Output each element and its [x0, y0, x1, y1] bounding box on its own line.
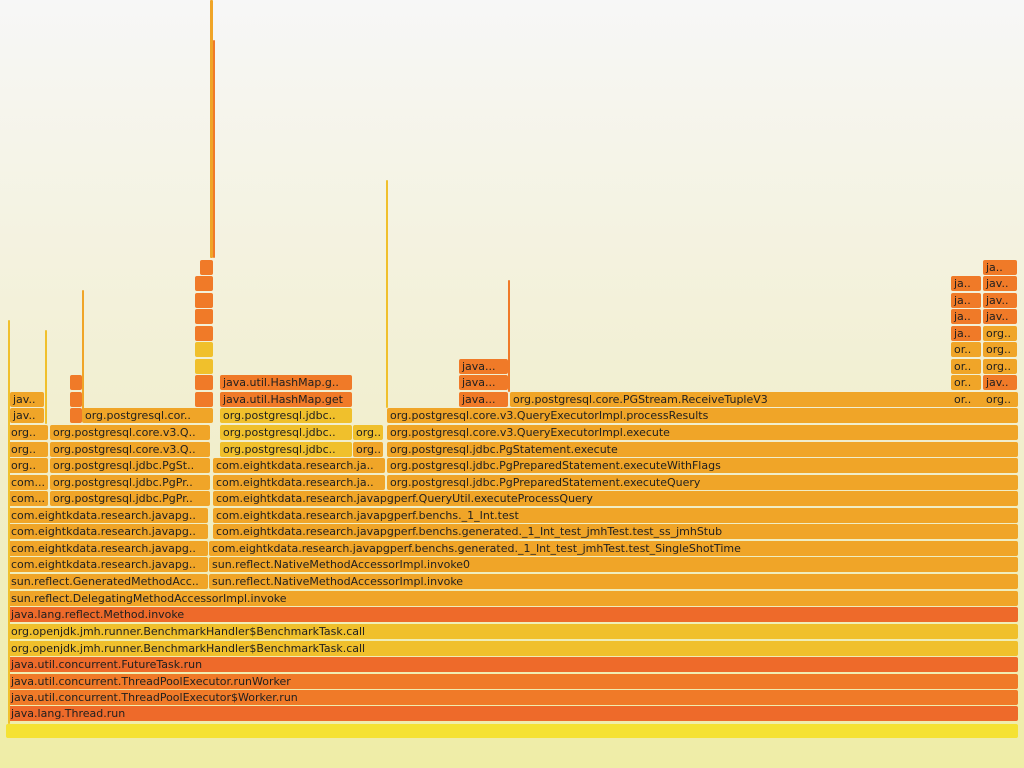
stack-frame[interactable]: com... — [8, 475, 48, 490]
stack-frame[interactable] — [195, 293, 213, 308]
stack-frame[interactable] — [195, 359, 213, 374]
stack-frame[interactable]: com.eightkdata.research.javapg.. — [8, 508, 208, 523]
stack-frame[interactable]: org.. — [8, 458, 48, 473]
stack-frame[interactable] — [195, 276, 213, 291]
stack-frame[interactable]: java.util.concurrent.ThreadPoolExecutor$… — [8, 690, 1018, 705]
stack-frame[interactable]: org.postgresql.jdbc.. — [220, 442, 352, 457]
stack-frame[interactable]: org.postgresql.jdbc.PgStatement.execute — [387, 442, 1018, 457]
stack-frame[interactable]: com... — [8, 491, 48, 506]
narrow-stack-frame[interactable] — [508, 280, 510, 392]
stack-frame[interactable]: com.eightkdata.research.javapgperf.bench… — [213, 508, 1018, 523]
stack-frame[interactable] — [195, 408, 213, 423]
stack-frame[interactable]: org.postgresql.jdbc.PgPreparedStatement.… — [387, 475, 1018, 490]
stack-frame[interactable] — [195, 392, 213, 407]
stack-frame[interactable] — [70, 392, 82, 407]
stack-frame[interactable] — [195, 375, 213, 390]
stack-frame[interactable]: org.postgresql.core.v3.Q.. — [50, 425, 210, 440]
narrow-stack-frame[interactable] — [386, 180, 388, 408]
stack-frame[interactable]: jav.. — [983, 276, 1017, 291]
stack-frame[interactable]: org.postgresql.core.v3.Q.. — [50, 442, 210, 457]
stack-frame[interactable]: or.. — [951, 392, 981, 407]
narrow-stack-frame[interactable] — [82, 290, 84, 410]
stack-frame[interactable] — [195, 326, 213, 341]
stack-frame[interactable]: org.. — [8, 425, 48, 440]
stack-frame[interactable]: org.. — [8, 442, 48, 457]
stack-frame[interactable]: or.. — [951, 359, 981, 374]
stack-frame[interactable]: org.postgresql.core.PGStream.ReceiveTupl… — [510, 392, 1018, 407]
stack-frame[interactable]: com.eightkdata.research.javapgperf.bench… — [213, 524, 1018, 539]
stack-frame[interactable]: ja.. — [951, 276, 981, 291]
stack-frame[interactable]: ja.. — [951, 293, 981, 308]
stack-frame[interactable]: jav.. — [10, 408, 44, 423]
stack-frame[interactable]: ja.. — [951, 326, 981, 341]
stack-frame[interactable]: org.. — [353, 442, 383, 457]
narrow-stack-frame[interactable] — [45, 330, 47, 424]
stack-frame[interactable] — [200, 260, 213, 275]
stack-frame[interactable]: com.eightkdata.research.ja.. — [213, 475, 385, 490]
stack-frame[interactable]: ja.. — [983, 260, 1017, 275]
stack-frame[interactable]: jav.. — [10, 392, 44, 407]
stack-frame[interactable]: or.. — [951, 375, 981, 390]
stack-frame[interactable]: org.postgresql.jdbc.. — [220, 425, 352, 440]
stack-frame[interactable] — [195, 342, 213, 357]
stack-frame[interactable]: or.. — [951, 342, 981, 357]
stack-frame[interactable] — [70, 375, 82, 390]
stack-frame[interactable]: org.. — [983, 359, 1017, 374]
stack-frame[interactable]: org.postgresql.jdbc.PgPr.. — [50, 491, 210, 506]
stack-frame[interactable]: com.eightkdata.research.javapgperf.Query… — [213, 491, 1018, 506]
stack-frame[interactable]: jav.. — [983, 309, 1017, 324]
stack-frame[interactable]: com.eightkdata.research.javapg.. — [8, 541, 208, 556]
root-frame[interactable] — [6, 724, 1018, 738]
stack-frame[interactable]: java... — [459, 392, 508, 407]
stack-frame[interactable]: org.. — [353, 425, 383, 440]
stack-frame[interactable]: org.postgresql.jdbc.PgPreparedStatement.… — [387, 458, 1018, 473]
stack-frame[interactable]: org.postgresql.core.v3.QueryExecutorImpl… — [387, 425, 1018, 440]
stack-frame[interactable]: sun.reflect.NativeMethodAccessorImpl.inv… — [209, 557, 1018, 572]
stack-frame[interactable]: org.postgresql.core.v3.QueryExecutorImpl… — [387, 408, 1018, 423]
stack-frame[interactable]: java.lang.Thread.run — [8, 706, 1018, 721]
narrow-stack-frame[interactable] — [210, 0, 213, 258]
narrow-stack-frame[interactable] — [8, 320, 10, 724]
narrow-stack-frame[interactable] — [213, 40, 215, 258]
stack-frame[interactable]: jav.. — [983, 375, 1017, 390]
stack-frame[interactable]: java... — [459, 359, 508, 374]
stack-frame[interactable]: ja.. — [951, 309, 981, 324]
stack-frame[interactable]: sun.reflect.NativeMethodAccessorImpl.inv… — [209, 574, 1018, 589]
stack-frame[interactable]: java.util.HashMap.get — [220, 392, 352, 407]
stack-frame[interactable] — [195, 309, 213, 324]
stack-frame[interactable]: org.postgresql.jdbc.PgSt.. — [50, 458, 210, 473]
stack-frame[interactable]: com.eightkdata.research.javapg.. — [8, 557, 208, 572]
stack-frame[interactable]: com.eightkdata.research.ja.. — [213, 458, 385, 473]
stack-frame[interactable]: java.util.concurrent.FutureTask.run — [8, 657, 1018, 672]
stack-frame[interactable]: jav.. — [983, 293, 1017, 308]
stack-frame[interactable]: java.util.concurrent.ThreadPoolExecutor.… — [8, 674, 1018, 689]
stack-frame[interactable]: com.eightkdata.research.javapgperf.bench… — [209, 541, 1018, 556]
stack-frame[interactable]: org.. — [983, 342, 1017, 357]
stack-frame[interactable] — [70, 408, 82, 423]
stack-frame[interactable]: org.openjdk.jmh.runner.BenchmarkHandler$… — [8, 641, 1018, 656]
stack-frame[interactable]: java.lang.reflect.Method.invoke — [8, 607, 1018, 622]
stack-frame[interactable]: com.eightkdata.research.javapg.. — [8, 524, 208, 539]
stack-frame[interactable]: org.. — [983, 392, 1017, 407]
stack-frame[interactable]: sun.reflect.DelegatingMethodAccessorImpl… — [8, 591, 1018, 606]
stack-frame[interactable]: org.. — [983, 326, 1017, 341]
stack-frame[interactable]: java... — [459, 375, 508, 390]
stack-frame[interactable]: org.postgresql.cor.. — [82, 408, 212, 423]
stack-frame[interactable]: org.postgresql.jdbc.PgPr.. — [50, 475, 210, 490]
stack-frame[interactable]: org.postgresql.jdbc.. — [220, 408, 352, 423]
stack-frame[interactable]: org.openjdk.jmh.runner.BenchmarkHandler$… — [8, 624, 1018, 639]
stack-frame[interactable]: java.util.HashMap.g.. — [220, 375, 352, 390]
stack-frame[interactable]: sun.reflect.GeneratedMethodAcc.. — [8, 574, 208, 589]
